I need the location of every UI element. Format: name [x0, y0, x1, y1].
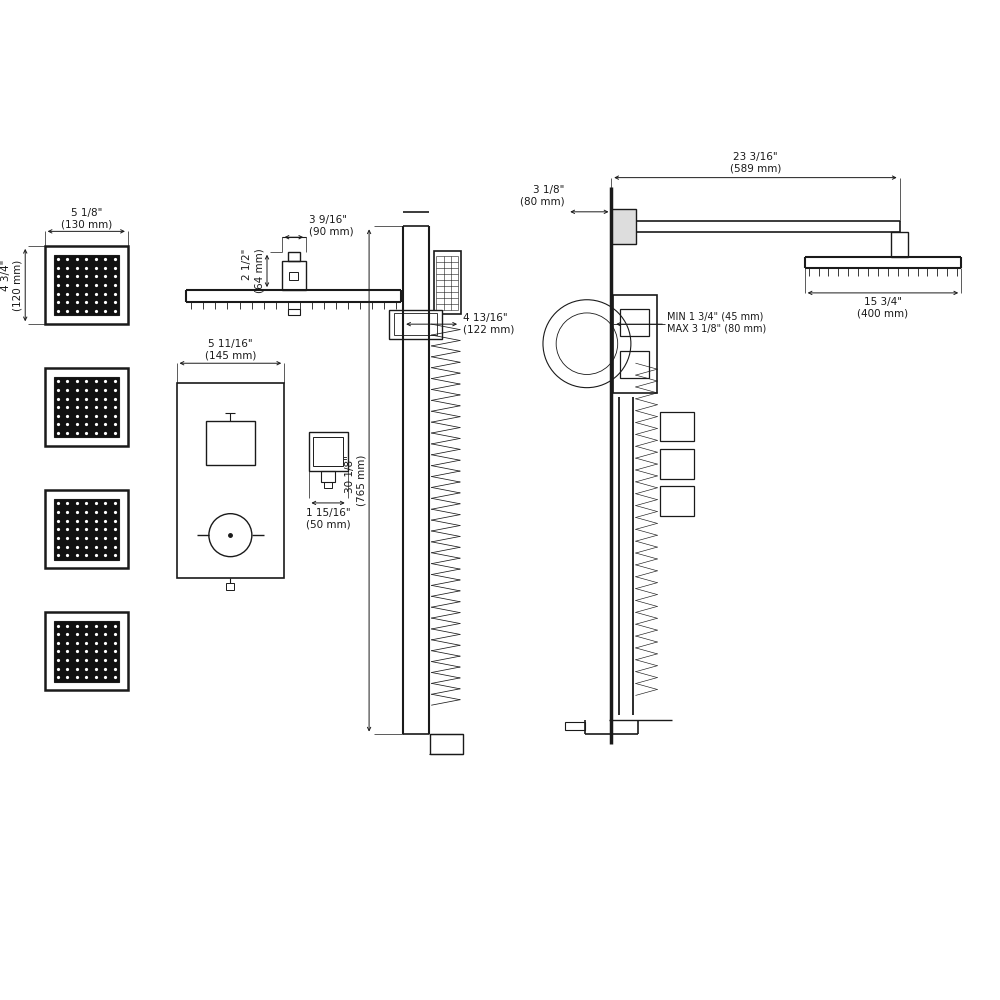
- Bar: [54, 255, 119, 315]
- Bar: [434, 251, 461, 314]
- Bar: [389, 310, 442, 339]
- Text: 2 1/2"
(64 mm): 2 1/2" (64 mm): [242, 249, 264, 293]
- Bar: [288, 252, 300, 261]
- Bar: [288, 309, 300, 315]
- Text: 1 15/16"
(50 mm): 1 15/16" (50 mm): [306, 508, 350, 529]
- Bar: [45, 612, 128, 690]
- Bar: [206, 421, 255, 465]
- Text: 15 3/4"
(400 mm): 15 3/4" (400 mm): [857, 297, 908, 318]
- Bar: [394, 313, 437, 335]
- Bar: [324, 482, 332, 488]
- Bar: [309, 432, 348, 471]
- Bar: [177, 383, 284, 578]
- Text: MIN 1 3/4" (45 mm): MIN 1 3/4" (45 mm): [667, 311, 763, 321]
- Text: 23 3/16"
(589 mm): 23 3/16" (589 mm): [730, 152, 781, 174]
- Bar: [45, 368, 128, 446]
- Bar: [660, 412, 694, 441]
- Bar: [45, 246, 128, 324]
- Bar: [611, 209, 636, 244]
- Text: 3 1/8"
(80 mm): 3 1/8" (80 mm): [520, 185, 564, 207]
- Bar: [613, 295, 657, 393]
- Bar: [54, 499, 119, 560]
- Text: MAX 3 1/8" (80 mm): MAX 3 1/8" (80 mm): [667, 324, 766, 334]
- Text: 4 13/16"
(122 mm): 4 13/16" (122 mm): [463, 313, 514, 335]
- Bar: [321, 471, 335, 482]
- Bar: [282, 261, 306, 290]
- Bar: [289, 272, 298, 280]
- Bar: [660, 449, 694, 479]
- Bar: [226, 583, 234, 590]
- Bar: [565, 722, 585, 730]
- Text: 5 11/16"
(145 mm): 5 11/16" (145 mm): [205, 339, 256, 360]
- Bar: [620, 309, 649, 336]
- Bar: [430, 734, 463, 754]
- Bar: [45, 490, 128, 568]
- Text: 4 3/4"
(120 mm): 4 3/4" (120 mm): [1, 259, 22, 311]
- Bar: [54, 377, 119, 437]
- Bar: [54, 621, 119, 682]
- Bar: [891, 232, 908, 257]
- Text: 30 1/8"
(765 mm): 30 1/8" (765 mm): [345, 455, 366, 506]
- Text: 5 1/8"
(130 mm): 5 1/8" (130 mm): [61, 208, 112, 229]
- Bar: [660, 486, 694, 516]
- Bar: [620, 351, 649, 378]
- Bar: [313, 437, 343, 466]
- Text: 3 9/16"
(90 mm): 3 9/16" (90 mm): [309, 215, 354, 236]
